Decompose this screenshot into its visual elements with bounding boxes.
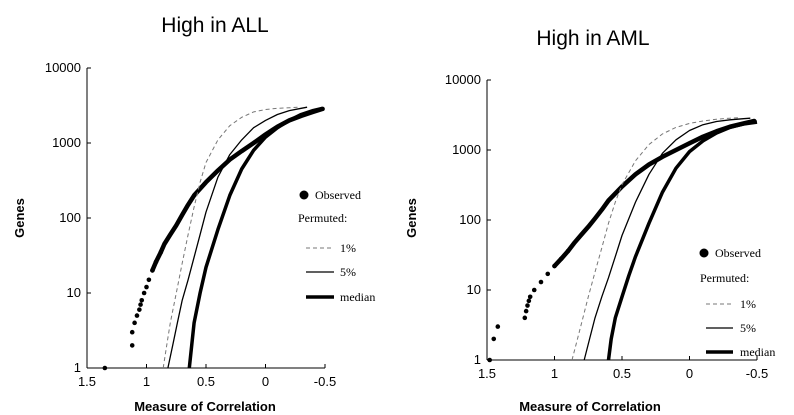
legend-5pct-label: 5% bbox=[340, 265, 356, 279]
legend-permuted-heading: Permuted: bbox=[700, 271, 749, 285]
legend-observed-label: Observed bbox=[715, 246, 761, 260]
legend-5pct-label: 5% bbox=[740, 321, 756, 335]
data-point bbox=[144, 284, 149, 290]
data-point bbox=[129, 329, 135, 335]
series-1-line bbox=[571, 117, 741, 361]
legend: Observed Permuted: 1% 5% median bbox=[699, 246, 775, 359]
data-point bbox=[487, 357, 493, 363]
plot-area bbox=[102, 106, 325, 371]
data-point bbox=[129, 343, 135, 348]
x-tick-label: 1 bbox=[143, 374, 150, 389]
data-point bbox=[525, 303, 530, 308]
chart-high-in-all: High in ALL Genes Measure of Correlation… bbox=[12, 14, 375, 414]
series-5-line bbox=[167, 106, 308, 369]
legend-observed-marker bbox=[299, 190, 309, 200]
y-tick-label: 10 bbox=[67, 285, 81, 300]
data-point bbox=[522, 315, 528, 321]
data-point bbox=[138, 302, 143, 307]
series-observed bbox=[102, 106, 325, 371]
legend-median-label: median bbox=[740, 345, 775, 359]
data-point bbox=[102, 365, 108, 371]
legend-permuted-heading: Permuted: bbox=[298, 211, 347, 225]
data-point bbox=[146, 277, 152, 283]
legend-observed-label: Observed bbox=[315, 188, 361, 202]
x-tick-label: 0 bbox=[686, 366, 693, 381]
legend-1pct-label: 1% bbox=[340, 241, 356, 255]
observed-dense-points bbox=[150, 106, 325, 273]
data-point bbox=[531, 287, 537, 293]
x-tick-label: 0.5 bbox=[197, 374, 215, 389]
y-tick-label: 1000 bbox=[452, 142, 481, 157]
data-point bbox=[139, 297, 145, 303]
data-point bbox=[491, 336, 497, 342]
data-point bbox=[523, 308, 529, 314]
y-tick-label: 10000 bbox=[445, 72, 481, 87]
data-point bbox=[137, 307, 142, 312]
legend-observed-marker bbox=[699, 248, 709, 258]
series-1-line bbox=[162, 106, 299, 369]
y-tick-label: 100 bbox=[459, 212, 481, 227]
data-point bbox=[526, 298, 532, 304]
data-point bbox=[495, 324, 501, 329]
legend-median-label: median bbox=[340, 290, 375, 304]
series-5-line bbox=[583, 117, 751, 361]
x-tick-label: 1.5 bbox=[478, 366, 496, 381]
chart-title: High in ALL bbox=[161, 14, 268, 37]
y-axis-label: Genes bbox=[12, 198, 27, 238]
data-point bbox=[141, 290, 147, 296]
data-point bbox=[545, 271, 551, 277]
series-median-line bbox=[187, 106, 324, 369]
x-tick-label: 0 bbox=[262, 374, 269, 389]
y-tick-label: 1 bbox=[74, 360, 81, 375]
x-tick-label: 1 bbox=[551, 366, 558, 381]
y-tick-label: 10000 bbox=[45, 60, 81, 75]
x-axis-label: Measure of Correlation bbox=[519, 399, 661, 414]
x-axis-label: Measure of Correlation bbox=[134, 399, 276, 414]
y-tick-label: 1 bbox=[474, 352, 481, 367]
x-tick-label: -0.5 bbox=[746, 366, 768, 381]
y-tick-label: 10 bbox=[467, 282, 481, 297]
legend: Observed Permuted: 1% 5% median bbox=[298, 188, 375, 304]
x-tick-label: 1.5 bbox=[78, 374, 96, 389]
observed-dense-points bbox=[552, 118, 757, 269]
y-tick-label: 1000 bbox=[52, 135, 81, 150]
data-point bbox=[134, 313, 140, 318]
series-observed bbox=[487, 118, 757, 363]
legend-1pct-label: 1% bbox=[740, 297, 756, 311]
data-point bbox=[538, 279, 544, 285]
data-point bbox=[527, 294, 533, 300]
series-median-line bbox=[606, 120, 758, 361]
y-tick-label: 100 bbox=[59, 210, 81, 225]
plot-area bbox=[487, 117, 758, 363]
x-tick-label: 0.5 bbox=[613, 366, 631, 381]
chart-high-in-aml: High in AML Genes Measure of Correlation… bbox=[404, 27, 775, 414]
chart-title: High in AML bbox=[536, 27, 649, 50]
data-point bbox=[132, 320, 137, 326]
y-axis-label: Genes bbox=[404, 198, 419, 238]
x-tick-label: -0.5 bbox=[314, 374, 336, 389]
